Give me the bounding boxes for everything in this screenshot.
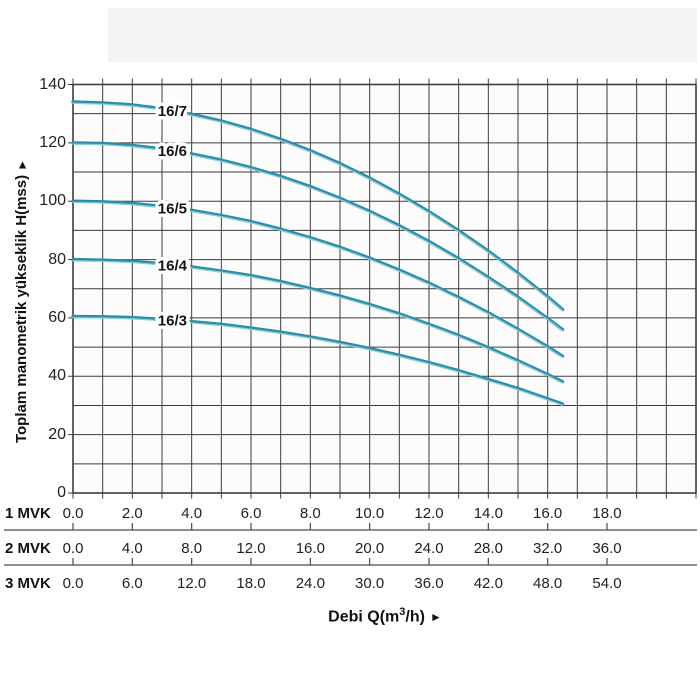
curve-label-16-3: 16/3: [158, 313, 187, 330]
x-tick-label: 42.0: [473, 575, 503, 592]
x-tick-label: 16.0: [533, 505, 563, 522]
x-tick-label: 24.0: [414, 540, 444, 557]
y-tick-label: 20: [48, 425, 66, 443]
curve-16-4: [71, 257, 565, 384]
plot-border: [72, 83, 697, 494]
y-tick-label: 80: [48, 250, 66, 268]
x-tick-label: 12.0: [236, 540, 266, 557]
x-axis-title-sup: 3: [399, 606, 406, 618]
x-tick-label: 2.0: [121, 505, 143, 522]
y-tick-label: 0: [57, 484, 66, 501]
right-arrow-icon: ►: [429, 610, 442, 625]
curve-16-3: [71, 314, 565, 406]
x-tick-label: 6.0: [121, 575, 143, 592]
curve-label-16-4: 16/4: [158, 257, 188, 274]
x-tick-label: 8.0: [299, 505, 321, 522]
curve-highlight-16-7: [72, 102, 564, 312]
curve-16-6: [71, 141, 565, 332]
x-scale-row-3mvk: 3 MVK 0.0 6.0 12.0 18.0 24.0 30.0 36.0 42.0 48.0…: [0, 575, 700, 593]
x-axis-title-suffix: /h): [405, 608, 425, 626]
x-tick-label: 0.0: [62, 505, 84, 522]
y-tick-label: 140: [39, 75, 66, 93]
x-tick-label: 24.0: [295, 575, 325, 592]
x-tick-label: 12.0: [414, 505, 444, 522]
curve-label-16-7: 16/7: [158, 103, 187, 120]
curve-16-7: [71, 100, 565, 312]
top-band: [108, 8, 697, 62]
scale-label-3mvk: 3 MVK: [5, 575, 51, 592]
x-tick-label: 16.0: [295, 540, 325, 557]
x-tick-label: 36.0: [414, 575, 444, 592]
x-tick-label: 54.0: [592, 575, 622, 592]
x-tick-label: 30.0: [355, 575, 385, 592]
curve-highlight-16-6: [72, 143, 564, 332]
y-tick-label: 100: [39, 192, 66, 210]
x-tick-label: 28.0: [473, 540, 503, 557]
curve-highlight-16-3: [72, 317, 564, 406]
x-tick-label: 18.0: [592, 505, 622, 522]
x-tick-label: 8.0: [181, 540, 203, 557]
x-tick-label: 4.0: [121, 540, 143, 557]
x-tick-label: 18.0: [236, 575, 266, 592]
curve-label-16-6: 16/6: [158, 143, 187, 160]
scale-label-2mvk: 2 MVK: [5, 540, 51, 557]
x-tick-label: 12.0: [177, 575, 207, 592]
x-tick-label: 0.0: [62, 540, 84, 557]
x-tick-label: 36.0: [592, 540, 622, 557]
curve-16-5: [71, 199, 565, 358]
x-axis-title-text: Debi Q(m: [328, 608, 400, 626]
x-tick-label: 20.0: [355, 540, 385, 557]
x-tick-label: 6.0: [240, 505, 262, 522]
x-tick-label: 48.0: [533, 575, 563, 592]
x-tick-label: 0.0: [62, 575, 84, 592]
y-tick-label: 120: [39, 133, 66, 151]
x-tick-label: 10.0: [355, 505, 385, 522]
curve-highlight-16-4: [72, 260, 564, 384]
curve-label-16-5: 16/5: [158, 200, 187, 217]
x-axis-title: Debi Q(m3/h) ►: [235, 606, 535, 626]
x-scale-row-1mvk: 1 MVK 0.0 2.0 4.0 6.0 8.0 10.0 12.0 14.0 16.0 18.…: [0, 505, 700, 523]
x-tick-label: 32.0: [533, 540, 563, 557]
x-tick-label: 4.0: [181, 505, 203, 522]
up-arrow-icon: ►: [15, 158, 29, 171]
x-scale-row-2mvk: 2 MVK 0.0 4.0 8.0 12.0 16.0 20.0 24.0 28.0 32.0 3…: [0, 540, 700, 558]
x-tick-label: 14.0: [473, 505, 503, 522]
curve-highlight-16-5: [72, 201, 564, 359]
y-tick-label: 60: [48, 308, 66, 326]
y-tick-label: 40: [48, 367, 66, 385]
scale-label-1mvk: 1 MVK: [5, 505, 51, 522]
